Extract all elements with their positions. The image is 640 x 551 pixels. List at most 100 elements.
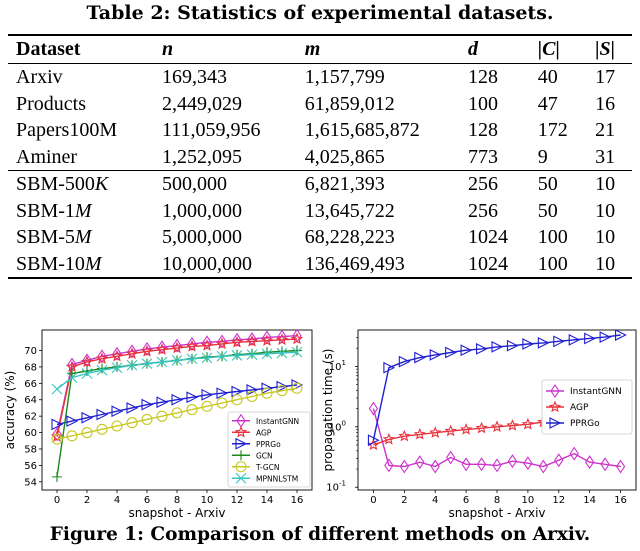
data-point — [200, 339, 214, 351]
x-tick-label: 16 — [614, 495, 627, 506]
data-point — [95, 352, 109, 364]
data-point — [367, 438, 380, 451]
data-point — [112, 346, 122, 361]
data-point — [490, 420, 504, 433]
data-point — [399, 459, 409, 474]
data-point — [156, 396, 169, 409]
table-cell: Products — [16, 92, 86, 115]
y-tick-label: 56 — [24, 461, 37, 472]
table-cell: 100 — [537, 226, 568, 248]
table-body: Arxiv 169,343 1,157,799 128 40 17 Products 2,44… — [8, 64, 632, 279]
table-cell: 773 — [459, 143, 530, 171]
table-cell: SBM-10M — [8, 250, 154, 279]
x-tick-label: 0 — [370, 495, 376, 506]
series-t-gcn — [51, 382, 303, 445]
x-tick-label: 12 — [231, 495, 244, 506]
series-instantgnn — [368, 401, 626, 474]
table-cell: 9 — [529, 143, 588, 171]
data-point — [506, 339, 519, 352]
table-row: SBM-500K 500,000 6,821,393 256 50 10 — [8, 171, 632, 198]
data-point — [277, 346, 287, 357]
x-tick-label: 2 — [84, 495, 90, 506]
y-tick-label: 10-1 — [326, 480, 346, 494]
table-cell: 172 — [537, 119, 568, 141]
legend-label: InstantGNN — [570, 387, 622, 397]
y-axis-label: propagation time (s) — [322, 349, 335, 472]
data-point — [429, 426, 442, 438]
table-cell: 10 — [595, 173, 616, 195]
accuracy-chart: 0 2 4 6 8 10 12 14 16545658606264666870snapshot … — [3, 328, 313, 520]
data-point — [52, 427, 62, 442]
table-cell: 31 — [587, 143, 632, 171]
data-point — [475, 421, 488, 434]
data-point — [260, 334, 274, 346]
legend-marker — [548, 400, 562, 413]
data-point — [246, 384, 259, 396]
data-point — [584, 332, 596, 345]
x-tick-label: 2 — [401, 495, 407, 506]
table-caption: Table 2: Statistics of experimental data… — [86, 2, 554, 24]
legend-marker — [549, 417, 562, 429]
data-point — [367, 434, 380, 447]
x-tick-label: 12 — [552, 495, 565, 506]
data-point — [215, 337, 229, 350]
data-point — [600, 457, 610, 472]
data-point — [170, 341, 184, 354]
data-point — [82, 366, 92, 377]
table-cell: 40 — [537, 66, 558, 88]
y-tick-exponent: 0 — [342, 419, 346, 427]
data-point — [96, 423, 108, 435]
data-point — [553, 335, 566, 348]
data-point — [126, 359, 138, 371]
x-tick-label: 0 — [54, 495, 60, 506]
data-point — [187, 336, 197, 351]
figure-caption: Figure 1: Comparison of different method… — [49, 524, 591, 545]
data-point — [247, 332, 257, 347]
data-point — [111, 420, 123, 432]
data-point — [96, 364, 108, 376]
x-tick-label: 10 — [522, 495, 535, 506]
data-point — [523, 456, 533, 471]
data-point — [142, 341, 152, 356]
table-cell: 500,000 — [161, 173, 227, 195]
data-point — [568, 333, 581, 346]
data-point — [97, 349, 107, 364]
data-point — [156, 356, 168, 368]
x-tick-label: 8 — [174, 495, 180, 506]
table-cell: 13,645,722 — [304, 199, 395, 222]
table-row: Products 2,449,029 61,859,012 100 47 16 — [8, 91, 632, 118]
table-cell: 128 — [467, 66, 498, 88]
data-point — [276, 347, 288, 359]
legend: InstantGNN AGP PPRGo — [541, 379, 633, 435]
statistics-table: Dataset n m d |C| |S| Arxiv 169,343 1,157,… — [8, 34, 632, 279]
data-point — [185, 339, 199, 352]
data-point — [66, 415, 79, 427]
data-point — [156, 410, 168, 422]
table-cell: 100 — [529, 250, 588, 279]
data-point — [383, 361, 396, 374]
data-point — [414, 351, 427, 364]
legend-label: MPNNLSTM — [256, 474, 298, 483]
series-line — [56, 338, 298, 437]
data-point — [537, 336, 550, 349]
table-cell: 10,000,000 — [153, 250, 297, 279]
size-suffix: M — [84, 252, 102, 275]
table-cell: SBM-1M — [16, 199, 92, 222]
table-cell: 6,821,393 — [304, 173, 385, 195]
table-cell: 1024 — [467, 226, 508, 248]
table-cell: 10 — [595, 199, 616, 222]
table-cell: SBM-500K — [16, 173, 109, 195]
table-cell: 61,859,012 — [304, 92, 395, 115]
table-row: SBM-1M 1,000,000 13,645,722 256 50 10 — [8, 198, 632, 225]
data-point — [110, 349, 124, 362]
data-point — [232, 332, 242, 347]
data-point — [290, 332, 304, 345]
legend-marker — [550, 384, 560, 398]
table-cell: 47 — [537, 92, 558, 115]
data-point — [51, 418, 64, 431]
legend-label: InstantGNN — [256, 417, 299, 426]
data-point — [429, 348, 442, 361]
data-point — [554, 453, 564, 468]
data-point — [66, 430, 78, 442]
